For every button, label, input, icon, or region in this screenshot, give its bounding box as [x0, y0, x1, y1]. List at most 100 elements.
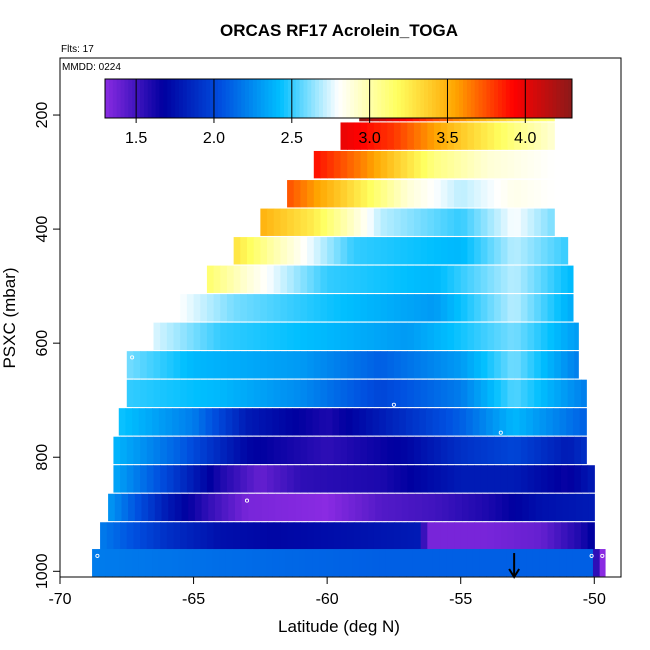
heatmap-cell	[253, 522, 261, 550]
heatmap-cell	[228, 493, 236, 522]
heatmap-cell	[534, 322, 542, 351]
heatmap-cell	[554, 322, 562, 351]
heatmap-cell	[340, 379, 348, 408]
heatmap-cell	[507, 322, 515, 351]
heatmap-cell	[454, 265, 462, 293]
heatmap-cell	[140, 351, 148, 379]
colorbar-frame	[104, 78, 573, 119]
x-tick-label: -60	[316, 591, 339, 608]
heatmap-cell	[340, 294, 348, 322]
heatmap-cell	[535, 493, 543, 522]
heatmap-cell	[220, 522, 228, 550]
heatmap-cell	[554, 294, 562, 322]
heatmap-cell	[514, 351, 522, 379]
heatmap-cell	[375, 493, 383, 522]
heatmap-cell	[359, 549, 367, 577]
colorbar-segment	[455, 79, 460, 118]
heatmap-cell	[393, 208, 402, 236]
heatmap-cell	[407, 436, 415, 465]
heatmap-cell	[360, 237, 368, 265]
heatmap-cell	[440, 465, 448, 493]
heatmap-cell	[113, 522, 121, 550]
heatmap-cell	[367, 436, 375, 465]
heatmap-cell	[507, 208, 515, 236]
heatmap-cell	[507, 122, 515, 150]
heatmap-cell	[160, 351, 168, 379]
heatmap-cell	[540, 237, 549, 265]
colorbar-segment	[105, 79, 110, 118]
heatmap-cell	[173, 322, 181, 351]
heatmap-cell	[273, 522, 281, 550]
heatmap-cell	[487, 322, 495, 351]
colorbar-segment	[287, 79, 293, 118]
heatmap-cell	[307, 208, 315, 236]
heatmap-cell	[194, 493, 203, 522]
heatmap-cell	[420, 522, 428, 550]
heatmap-cell	[133, 436, 141, 465]
heatmap-cell	[420, 265, 428, 293]
heatmap-cell	[480, 322, 489, 351]
heatmap-cell	[440, 322, 448, 351]
colorbar-segment	[474, 79, 480, 118]
heatmap-cell	[499, 549, 507, 577]
heatmap-cell	[193, 436, 201, 465]
heatmap-cell	[527, 208, 535, 236]
colorbar-segment	[128, 79, 133, 118]
colorbar-tick-label: 3.0	[359, 130, 381, 147]
heatmap-cell	[380, 436, 388, 465]
heatmap-cell	[567, 322, 575, 351]
heatmap-cell	[186, 351, 195, 379]
heatmap-cell	[238, 408, 247, 436]
heatmap-cell	[527, 465, 535, 493]
heatmap-cell	[527, 436, 535, 465]
heatmap-cell	[288, 493, 296, 522]
heatmap-cell	[547, 180, 555, 208]
heatmap-cell	[272, 408, 280, 436]
heatmap-cell	[393, 351, 402, 379]
heatmap-cell	[580, 379, 587, 408]
heatmap-cell	[152, 549, 160, 577]
colorbar-segment	[494, 79, 499, 118]
heatmap-cell	[367, 265, 375, 293]
heatmap-cell	[459, 408, 467, 436]
heatmap-cell	[146, 465, 155, 493]
colorbar-segment	[517, 79, 522, 118]
heatmap-cell	[506, 549, 514, 577]
heatmap-cell	[560, 237, 569, 265]
heatmap-cell	[319, 408, 327, 436]
colorbar-segment	[229, 79, 234, 118]
heatmap-cell	[400, 465, 408, 493]
heatmap-cell	[226, 294, 235, 322]
heatmap-cell	[432, 408, 440, 436]
heatmap-cell	[474, 150, 482, 179]
heatmap-cell	[253, 265, 261, 293]
date-note: MMDD: 0224	[62, 62, 121, 73]
heatmap-cell	[440, 265, 448, 293]
heatmap-cell	[460, 522, 468, 550]
heatmap-cell	[567, 351, 575, 379]
heatmap-cell	[393, 522, 402, 550]
heatmap-cell	[280, 237, 288, 265]
colorbar-segment	[202, 79, 207, 118]
colorbar-segment	[443, 79, 448, 118]
heatmap-cell	[547, 522, 555, 550]
heatmap-cell	[466, 549, 474, 577]
heatmap-cell	[420, 180, 428, 208]
heatmap-cell	[312, 408, 320, 436]
heatmap-cell	[265, 408, 273, 436]
heatmap-cell	[534, 294, 542, 322]
colorbar-segment	[498, 79, 503, 118]
heatmap-cell	[160, 522, 168, 550]
heatmap-cell	[574, 322, 579, 351]
heatmap-cell	[320, 379, 328, 408]
heatmap-cell	[434, 237, 442, 265]
colorbar-segment	[334, 79, 339, 118]
heatmap-cell	[494, 522, 502, 550]
heatmap-cell	[400, 150, 408, 179]
heatmap-cell	[120, 436, 128, 465]
heatmap-cell	[360, 379, 368, 408]
heatmap-cell	[347, 122, 355, 150]
heatmap-cell	[413, 122, 422, 150]
heatmap-cell	[287, 208, 295, 236]
heatmap-cell	[574, 522, 582, 550]
